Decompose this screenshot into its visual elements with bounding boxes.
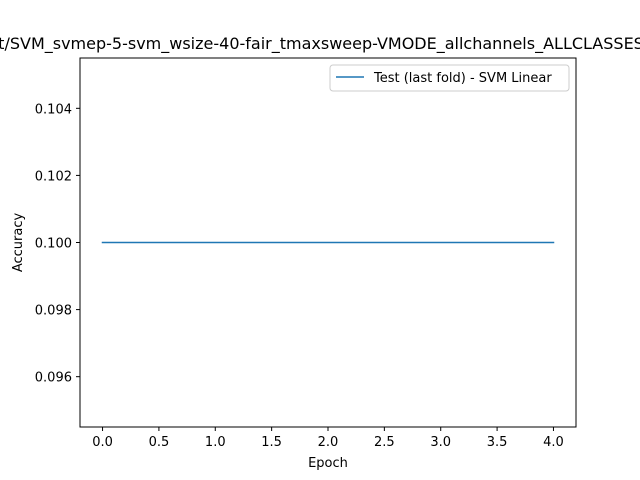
y-tick-label: 0.100 xyxy=(35,237,72,252)
y-tick-label: 0.098 xyxy=(35,304,72,319)
y-tick-label: 0.104 xyxy=(35,102,72,117)
x-tick-label: 1.0 xyxy=(205,435,226,450)
y-tick-label: 0.102 xyxy=(35,169,72,184)
legend: Test (last fold) - SVM Linear xyxy=(329,64,570,92)
x-tick-label: 3.5 xyxy=(487,435,508,450)
plot-area xyxy=(79,57,577,428)
legend-label: Test (last fold) - SVM Linear xyxy=(373,71,552,86)
x-tick-label: 3.0 xyxy=(430,435,451,450)
chart-title: t/SVM_svmep-5-svm_wsize-40-fair_tmaxswee… xyxy=(0,34,640,54)
y-tick-label: 0.096 xyxy=(35,371,72,386)
y-axis-ticks: 0.096 0.098 0.100 0.102 0.104 xyxy=(35,102,80,386)
x-tick-label: 2.0 xyxy=(318,435,339,450)
x-tick-label: 2.5 xyxy=(374,435,395,450)
x-axis-label: Epoch xyxy=(308,456,348,471)
x-axis-ticks: 0.0 0.5 1.0 1.5 2.0 2.5 3.0 3.5 4.0 xyxy=(92,427,564,450)
x-tick-label: 1.5 xyxy=(261,435,282,450)
x-tick-label: 4.0 xyxy=(543,435,564,450)
x-tick-label: 0.5 xyxy=(149,435,170,450)
y-axis-label: Accuracy xyxy=(11,213,26,273)
x-tick-label: 0.0 xyxy=(92,435,113,450)
legend-box xyxy=(329,64,570,92)
